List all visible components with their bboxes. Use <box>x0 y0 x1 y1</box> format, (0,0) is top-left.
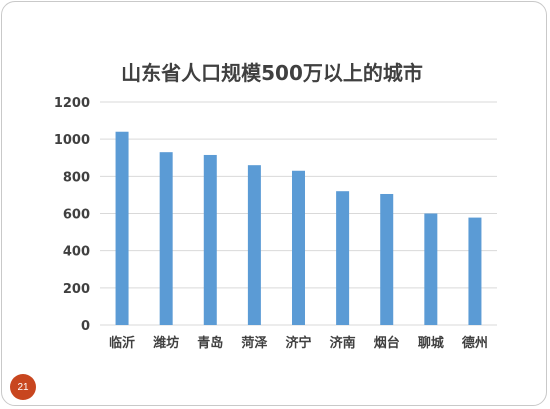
y-tick-label: 600 <box>63 208 90 223</box>
x-tick-label: 青岛 <box>197 335 223 351</box>
y-tick-label: 1200 <box>54 96 90 111</box>
x-tick-label: 潍坊 <box>153 335 179 351</box>
bar <box>424 213 438 325</box>
x-tick-label: 烟台 <box>374 335 400 351</box>
bar <box>336 191 350 325</box>
bar <box>292 170 305 325</box>
bar <box>247 165 261 325</box>
y-axis: 0 200 400 600 800 1000 1200 <box>54 96 90 334</box>
y-tick-label: 400 <box>63 245 90 260</box>
bar <box>203 154 217 325</box>
bar-series <box>115 131 482 325</box>
y-tick-label: 200 <box>63 282 90 297</box>
chart-title: 山东省人口规模500万以上的城市 <box>121 61 423 85</box>
x-tick-label: 济宁 <box>285 335 311 351</box>
x-tick-label: 菏泽 <box>241 335 268 351</box>
page-number-badge: 21 <box>10 374 36 400</box>
bar <box>159 152 173 325</box>
x-tick-label: 济南 <box>330 335 356 351</box>
y-tick-label: 0 <box>81 319 90 334</box>
y-tick-label: 1000 <box>54 133 90 148</box>
x-tick-label: 临沂 <box>109 335 135 351</box>
x-axis: 临沂 潍坊 青岛 菏泽 济宁 济南 烟台 聊城 德州 <box>109 335 488 351</box>
bar <box>468 217 482 325</box>
x-tick-label: 德州 <box>462 335 488 351</box>
x-tick-label: 聊城 <box>418 335 444 351</box>
bar <box>380 193 394 325</box>
y-tick-label: 800 <box>63 170 90 185</box>
bar <box>115 131 129 325</box>
